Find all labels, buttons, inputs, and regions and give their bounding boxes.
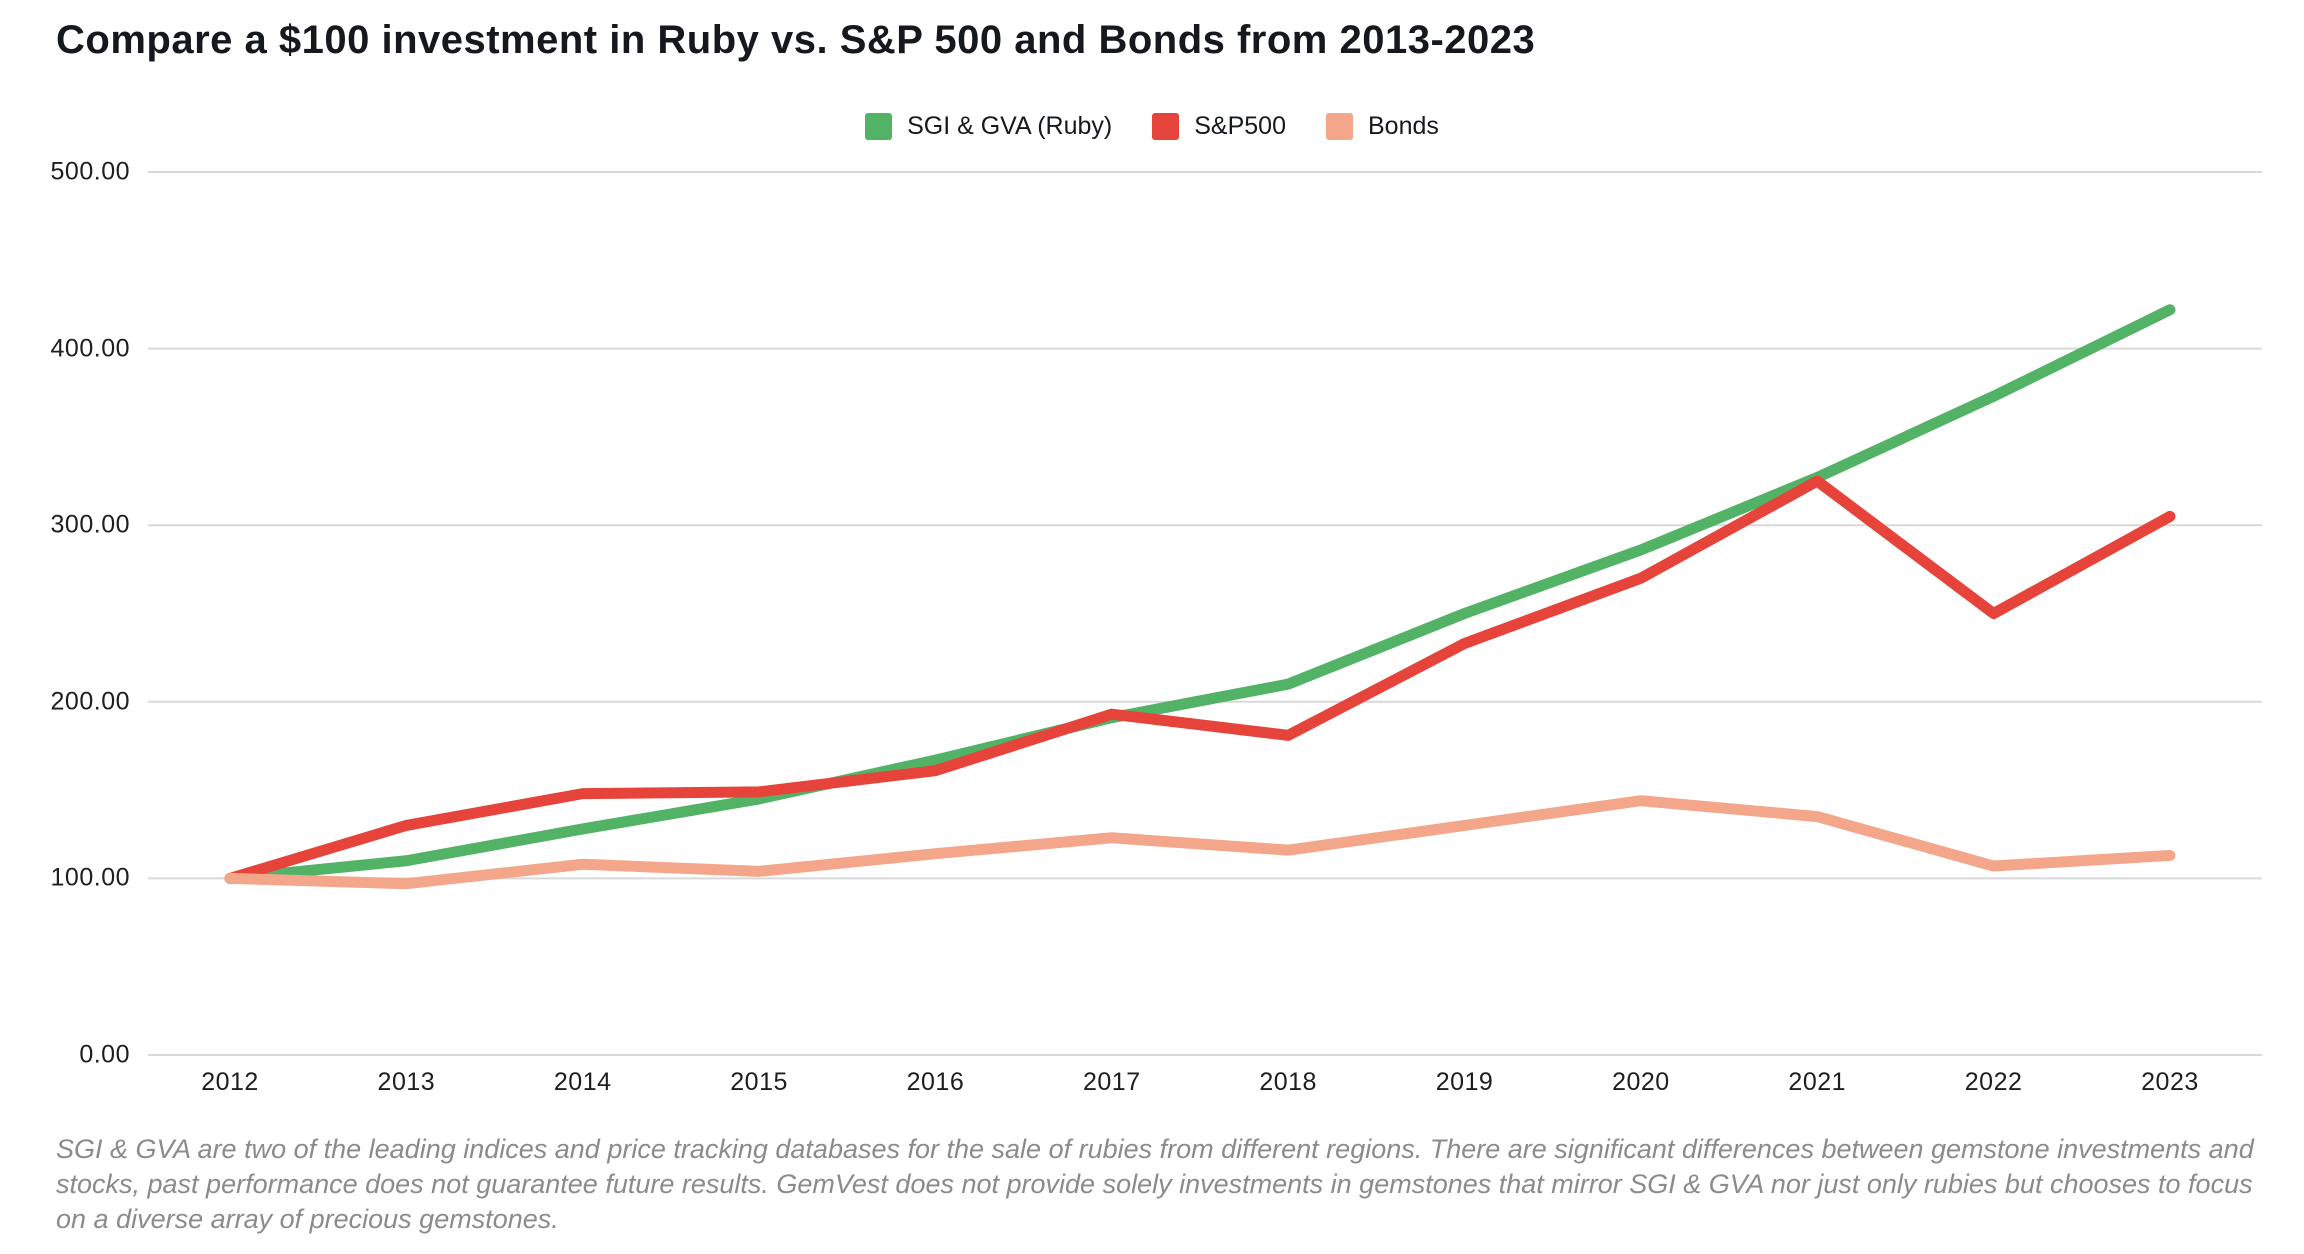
legend-swatch-ruby-icon [865,113,893,140]
legend-swatch-sp500-icon [1152,113,1180,140]
legend-swatch-bonds-icon [1326,113,1353,140]
legend-label-bonds: Bonds [1368,112,1439,140]
x-tick-label: 2020 [1612,1068,1670,1096]
x-tick-label: 2016 [906,1068,965,1096]
legend-item-ruby: SGI & GVA (Ruby) [865,112,1112,141]
chart-legend: SGI & GVA (Ruby) S&P500 Bonds [0,112,2304,141]
chart-footnote: SGI & GVA are two of the leading indices… [56,1134,2254,1235]
y-tick-label: 500.00 [50,157,130,186]
legend-item-sp500: S&P500 [1152,112,1286,141]
chart-title: Compare a $100 investment in Ruby vs. S&… [56,18,1536,62]
legend-item-bonds: Bonds [1326,112,1439,141]
y-tick-label: 0.00 [79,1040,130,1069]
legend-label-sp500: S&P500 [1194,112,1286,140]
x-tick-label: 2023 [2141,1068,2199,1096]
x-tick-label: 2022 [1964,1068,2023,1096]
y-tick-label: 100.00 [50,863,130,892]
legend-label-ruby: SGI & GVA (Ruby) [907,112,1113,140]
x-tick-label: 2015 [730,1068,788,1096]
y-tick-label: 300.00 [50,510,130,539]
series-line-bonds [224,795,2176,890]
x-tick-label: 2013 [377,1068,436,1096]
x-tick-label: 2019 [1435,1068,1494,1096]
x-tick-label: 2017 [1082,1068,1141,1096]
y-tick-label: 400.00 [50,334,130,363]
x-tick-label: 2021 [1788,1068,1847,1096]
series-line-ruby [224,304,2176,884]
y-tick-label: 200.00 [50,687,130,716]
x-tick-label: 2018 [1259,1068,1317,1096]
x-tick-label: 2012 [201,1068,259,1096]
x-tick-label: 2014 [553,1068,612,1096]
series-line-sp500 [224,475,2176,884]
